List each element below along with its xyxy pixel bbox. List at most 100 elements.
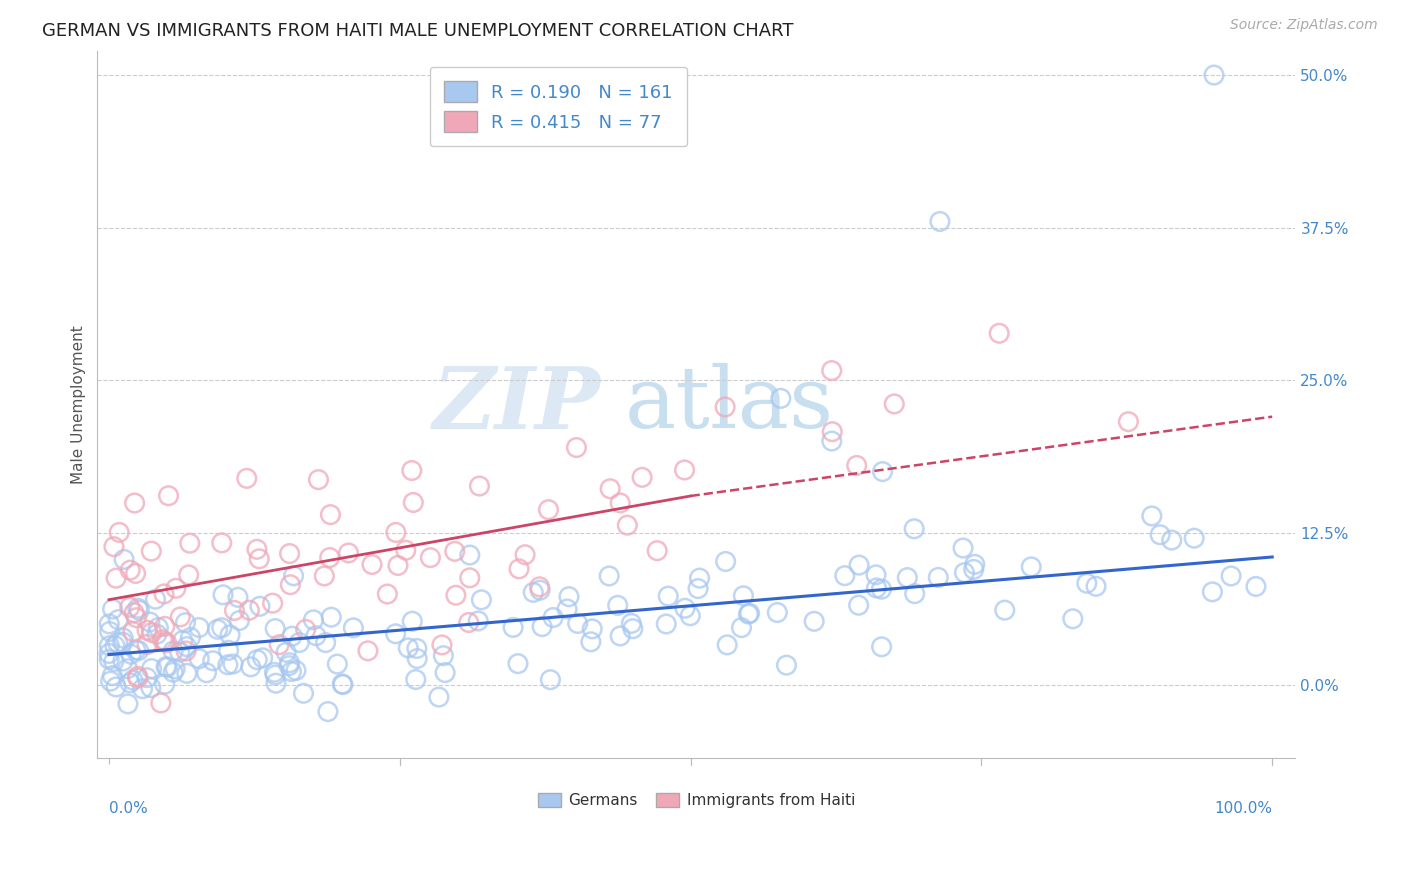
Point: [285, 664, 308, 678]
Point: [249, 599, 271, 614]
Point: [276, 645, 298, 659]
Point: [141, 662, 163, 676]
Point: [529, 580, 551, 594]
Point: [406, 651, 429, 665]
Point: [148, 620, 170, 634]
Point: [128, 603, 150, 617]
Point: [136, 624, 159, 638]
Point: [179, 631, 201, 645]
Point: [153, 619, 176, 633]
Point: [101, 602, 124, 616]
Point: [308, 473, 330, 487]
Point: [153, 634, 176, 648]
Point: [228, 614, 250, 628]
Point: [342, 621, 364, 635]
Point: [211, 621, 233, 635]
Point: [737, 607, 759, 621]
Point: [169, 645, 191, 659]
Point: [218, 643, 240, 657]
Point: [953, 566, 976, 580]
Point: [467, 614, 489, 628]
Point: [332, 677, 354, 691]
Point: [396, 640, 419, 655]
Point: [98, 639, 121, 653]
Point: [468, 479, 491, 493]
Point: [620, 616, 643, 631]
Point: [522, 585, 544, 599]
Point: [616, 518, 638, 533]
Point: [865, 581, 887, 595]
Point: [994, 603, 1017, 617]
Text: 0.0%: 0.0%: [110, 801, 148, 816]
Point: [117, 662, 139, 676]
Point: [326, 657, 349, 671]
Point: [264, 668, 287, 682]
Point: [120, 647, 142, 661]
Point: [714, 400, 737, 414]
Point: [848, 558, 870, 573]
Point: [288, 635, 311, 649]
Point: [104, 639, 127, 653]
Point: [105, 571, 128, 585]
Point: [141, 544, 163, 558]
Point: [1085, 579, 1108, 593]
Point: [101, 668, 124, 682]
Point: [201, 654, 224, 668]
Point: [444, 588, 467, 602]
Point: [262, 596, 284, 610]
Point: [222, 657, 245, 671]
Point: [157, 489, 180, 503]
Point: [319, 508, 342, 522]
Point: [673, 601, 696, 615]
Point: [149, 696, 172, 710]
Point: [769, 392, 792, 406]
Point: [125, 610, 148, 624]
Point: [457, 615, 479, 630]
Point: [766, 606, 789, 620]
Point: [165, 662, 187, 676]
Point: [281, 629, 304, 643]
Point: [401, 464, 423, 478]
Point: [679, 608, 702, 623]
Point: [599, 482, 621, 496]
Point: [387, 558, 409, 573]
Point: [103, 655, 125, 669]
Point: [98, 647, 121, 661]
Point: [174, 644, 197, 658]
Point: [179, 536, 201, 550]
Point: [541, 610, 564, 624]
Point: [152, 632, 174, 647]
Point: [1202, 68, 1225, 82]
Point: [531, 619, 554, 633]
Point: [219, 628, 242, 642]
Point: [903, 522, 925, 536]
Point: [98, 652, 121, 666]
Point: [264, 676, 287, 690]
Point: [1062, 612, 1084, 626]
Point: [263, 665, 285, 680]
Point: [162, 665, 184, 680]
Point: [821, 434, 844, 448]
Point: [432, 648, 454, 663]
Point: [470, 592, 492, 607]
Point: [443, 544, 465, 558]
Point: [730, 621, 752, 635]
Point: [606, 599, 628, 613]
Point: [502, 620, 524, 634]
Point: [269, 638, 291, 652]
Point: [127, 601, 149, 615]
Point: [513, 548, 536, 562]
Point: [581, 622, 603, 636]
Text: 100.0%: 100.0%: [1215, 801, 1272, 816]
Text: ZIP: ZIP: [433, 363, 600, 446]
Point: [224, 603, 246, 617]
Point: [673, 463, 696, 477]
Point: [621, 622, 644, 636]
Point: [952, 541, 974, 555]
Point: [127, 669, 149, 683]
Point: [579, 635, 602, 649]
Point: [314, 569, 336, 583]
Point: [156, 660, 179, 674]
Point: [361, 558, 384, 572]
Point: [1149, 527, 1171, 541]
